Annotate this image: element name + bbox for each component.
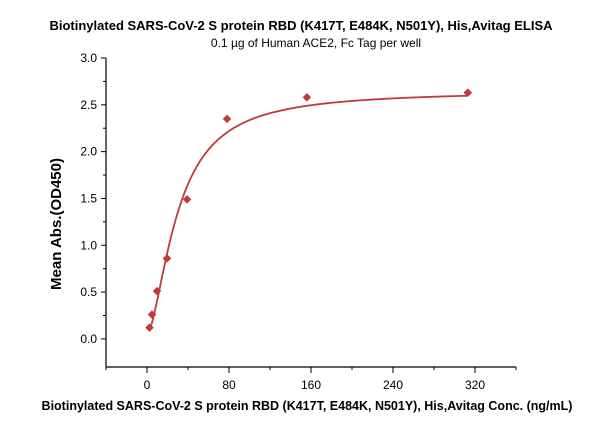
chart-subtitle: 0.1 µg of Human ACE2, Fc Tag per well xyxy=(211,36,421,50)
data-point xyxy=(162,254,172,263)
data-point xyxy=(145,323,154,333)
y-tick-label: 1.5 xyxy=(80,191,97,205)
y-tick-label: 0.0 xyxy=(80,332,97,346)
data-point xyxy=(302,92,312,102)
x-axis-label: Biotinylated SARS-CoV-2 S protein RBD (K… xyxy=(42,399,573,413)
y-tick-label: 1.0 xyxy=(80,238,97,252)
x-tick-label: 0 xyxy=(144,378,151,392)
x-tick-label: 160 xyxy=(301,378,321,392)
x-tick-label: 80 xyxy=(222,378,236,392)
y-tick-label: 2.0 xyxy=(80,145,97,159)
chart-title: Biotinylated SARS-CoV-2 S protein RBD (K… xyxy=(49,18,553,33)
y-tick-label: 2.5 xyxy=(80,98,97,112)
data-point xyxy=(147,310,157,319)
y-tick-label: 3.0 xyxy=(80,51,97,65)
x-tick-label: 240 xyxy=(383,378,403,392)
data-point xyxy=(222,114,232,124)
data-point xyxy=(182,195,192,204)
data-point xyxy=(463,88,473,97)
y-axis-label: Mean Abs.(OD450) xyxy=(48,158,65,290)
x-tick-label: 320 xyxy=(465,378,485,392)
fit-curve xyxy=(148,94,468,331)
data-point xyxy=(152,286,162,296)
y-tick-label: 0.5 xyxy=(80,285,97,299)
plot-area: 0.0 0.5 1.0 1.5 2.0 2.5 3.0 0 80 160 240 320 xyxy=(80,51,517,392)
